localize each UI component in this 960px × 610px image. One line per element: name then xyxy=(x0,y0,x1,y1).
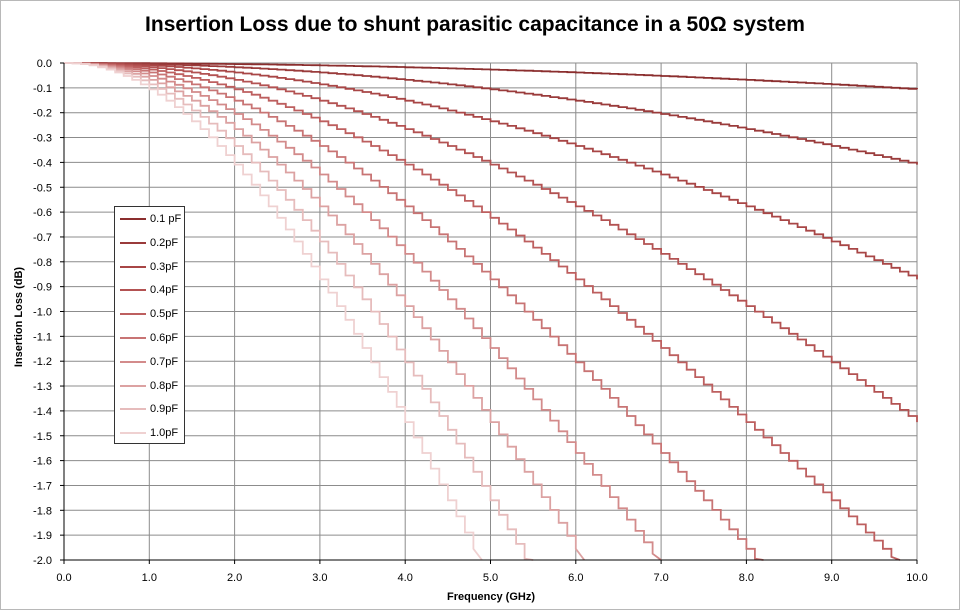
x-tick-label: 6.0 xyxy=(568,572,583,584)
legend-swatch xyxy=(120,289,146,292)
x-tick-label: 8.0 xyxy=(739,572,754,584)
legend-label: 0.2pF xyxy=(150,236,179,249)
legend-swatch xyxy=(120,265,146,268)
legend-swatch xyxy=(120,313,146,316)
series-line xyxy=(64,62,662,561)
legend-swatch xyxy=(120,218,146,220)
y-tick-label: -1.1 xyxy=(33,331,52,343)
series-line xyxy=(64,62,901,561)
legend-label: 0.6pF xyxy=(150,332,179,344)
legend-swatch xyxy=(120,241,146,244)
y-tick-label: -1.9 xyxy=(33,530,52,542)
legend-item: 0.5pF xyxy=(115,302,185,326)
y-tick-label: -1.5 xyxy=(33,431,52,443)
legend-swatch xyxy=(120,384,146,387)
legend-item: 0.1 pF xyxy=(115,207,185,231)
legend: 0.1 pF 0.2pF 0.3pF 0.4pF 0.5pF 0.6pF 0.7pF 0.8p… xyxy=(114,206,185,444)
x-tick-label: 4.0 xyxy=(398,572,413,584)
x-tick-label: 10.0 xyxy=(906,572,927,584)
legend-label: 0.9pF xyxy=(150,403,179,416)
y-tick-label: -1.4 xyxy=(33,406,52,418)
series-line xyxy=(64,62,918,165)
legend-item: 0.9pF xyxy=(115,397,185,421)
legend-label: 0.1 pF xyxy=(150,213,182,225)
y-tick-labels: 0.0 -0.1 -0.2 -0.3 -0.4 -0.5 -0.6 -0.7 -0.8 -0.9 -… xyxy=(33,58,52,567)
legend-item: 0.8pF xyxy=(115,374,185,398)
legend-item: 0.2pF xyxy=(115,231,185,255)
x-tick-label: 5.0 xyxy=(483,572,498,584)
series-line xyxy=(64,62,918,280)
series-line xyxy=(64,62,586,561)
chart-title: Insertion Loss due to shunt parasitic ca… xyxy=(145,13,805,36)
legend-label: 0.3pF xyxy=(150,260,179,273)
series-line xyxy=(64,62,918,423)
y-tick-label: -1.2 xyxy=(33,356,52,368)
x-tick-label: 9.0 xyxy=(824,572,839,584)
y-tick-label: 0.0 xyxy=(37,58,52,70)
series-line xyxy=(64,62,483,561)
x-tick-label: 0.0 xyxy=(56,572,71,584)
series-line xyxy=(64,62,534,561)
legend-label: 0.4pF xyxy=(150,284,179,297)
y-tick-label: -0.3 xyxy=(33,133,52,145)
y-tick-label: -0.1 xyxy=(33,83,52,95)
legend-swatch xyxy=(120,360,146,363)
y-tick-label: -1.6 xyxy=(33,456,52,468)
y-tick-label: -0.2 xyxy=(33,108,52,120)
x-tick-label: 3.0 xyxy=(312,572,327,584)
y-tick-label: -1.3 xyxy=(33,381,52,393)
y-tick-label: -0.9 xyxy=(33,282,52,294)
y-tick-label: -2.0 xyxy=(33,555,52,567)
y-tick-label: -0.7 xyxy=(33,232,52,244)
legend-swatch xyxy=(120,408,146,411)
y-tick-label: -0.8 xyxy=(33,257,52,269)
series-lines xyxy=(64,62,918,561)
legend-item: 0.7pF xyxy=(115,350,185,374)
legend-label: 0.7pF xyxy=(150,355,179,368)
x-tick-label: 7.0 xyxy=(653,572,668,584)
legend-label: 1.0pF xyxy=(150,427,179,440)
axes xyxy=(60,62,918,564)
y-tick-label: -1.8 xyxy=(33,505,52,517)
legend-label: 0.8pF xyxy=(150,379,179,392)
legend-item: 1.0pF xyxy=(115,421,185,445)
x-tick-label: 2.0 xyxy=(227,572,242,584)
legend-item: 0.3pF xyxy=(115,255,185,279)
y-tick-label: -0.4 xyxy=(33,157,52,169)
y-axis-label: Insertion Loss (dB) xyxy=(13,266,25,368)
series-line xyxy=(64,62,764,561)
legend-swatch xyxy=(120,337,146,339)
y-tick-label: -1.0 xyxy=(33,307,52,319)
x-tick-label: 1.0 xyxy=(142,572,157,584)
legend-swatch xyxy=(120,432,146,435)
y-tick-label: -0.5 xyxy=(33,182,52,194)
x-axis-label: Frequency (GHz) xyxy=(446,591,535,603)
legend-item: 0.6pF xyxy=(115,326,185,350)
legend-item: 0.4pF xyxy=(115,278,185,302)
x-tick-labels: 0.0 1.0 2.0 3.0 4.0 5.0 6.0 7.0 8.0 9.0 10.0 xyxy=(56,572,927,584)
y-tick-label: -1.7 xyxy=(33,480,52,492)
y-tick-label: -0.6 xyxy=(33,207,52,219)
legend-label: 0.5pF xyxy=(150,308,179,321)
series-line xyxy=(64,62,918,90)
